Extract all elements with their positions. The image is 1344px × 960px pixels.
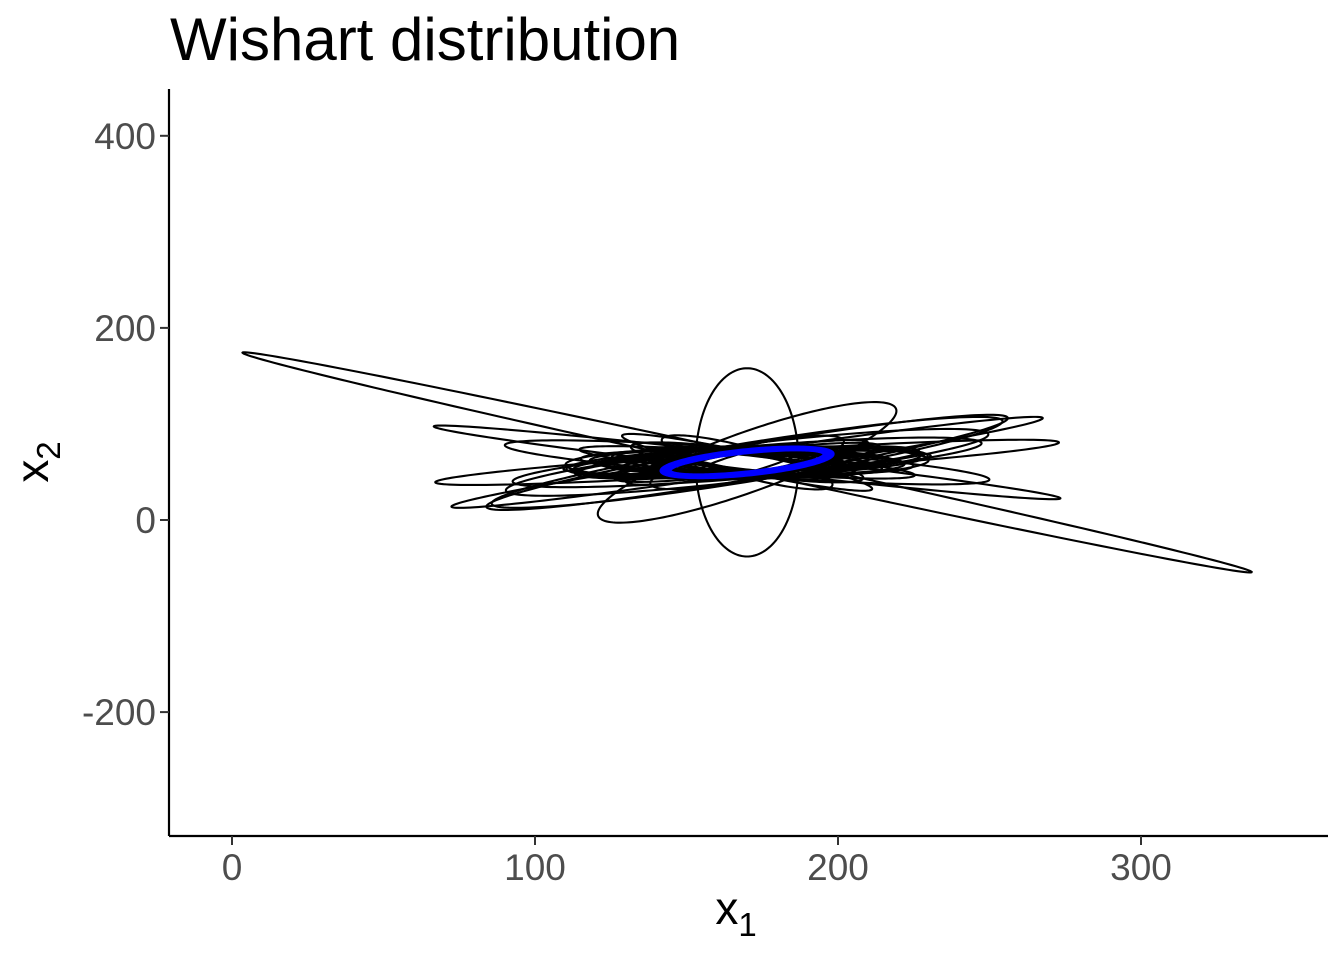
x-tick-label: 300 [1110,847,1172,888]
y-tick-label: -200 [82,692,156,733]
chart-title: Wishart distribution [170,6,680,73]
y-ticks: -200 0 200 400 [82,116,169,733]
sample-ellipse [485,413,1009,511]
x-axis-title-base: x [715,882,738,934]
sample-ellipse [432,424,1062,501]
y-axis-title-base: x [6,460,58,483]
y-axis-title-subscript: 2 [30,441,67,459]
x-axis-title-subscript: 1 [738,906,756,943]
sample-ellipse [641,450,853,475]
x-ticks: 0 100 200 300 [222,836,1172,888]
x-tick-label: 200 [807,847,869,888]
y-tick-label: 200 [94,308,156,349]
ellipse-series [241,351,1254,574]
plot-area [241,351,1254,574]
sample-ellipse [241,351,1254,574]
x-axis-title: x1 [715,882,756,943]
y-tick-label: 0 [135,500,156,541]
y-axis-title: x2 [6,441,67,482]
x-tick-label: 100 [504,847,566,888]
sample-ellipse [694,367,800,558]
x-tick-label: 0 [222,847,243,888]
y-tick-label: 400 [94,116,156,157]
mean-ellipse [659,445,835,479]
